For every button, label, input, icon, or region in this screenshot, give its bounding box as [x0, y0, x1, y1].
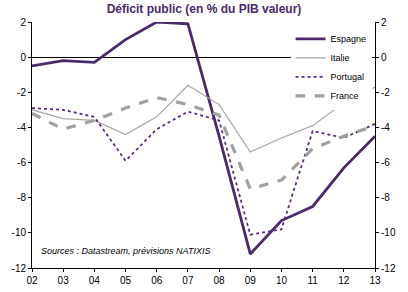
svg-text:08: 08: [214, 275, 226, 286]
svg-text:0: 0: [20, 52, 26, 63]
svg-text:2: 2: [381, 17, 387, 28]
svg-text:2: 2: [20, 17, 26, 28]
svg-text:Sources : Datastream, prévisio: Sources : Datastream, prévisions NATIXIS: [41, 246, 210, 256]
svg-text:-8: -8: [381, 192, 390, 203]
svg-text:Portugal: Portugal: [331, 72, 365, 82]
svg-text:-12: -12: [381, 263, 396, 274]
svg-text:13: 13: [369, 275, 381, 286]
svg-text:06: 06: [151, 275, 163, 286]
svg-text:0: 0: [381, 52, 387, 63]
svg-text:-10: -10: [381, 227, 396, 238]
svg-text:France: France: [331, 91, 359, 101]
svg-text:-2: -2: [17, 87, 26, 98]
svg-text:Espagne: Espagne: [331, 34, 367, 44]
svg-text:-6: -6: [17, 157, 26, 168]
svg-text:-6: -6: [381, 157, 390, 168]
svg-text:Déficit public (en % du PIB va: Déficit public (en % du PIB valeur): [107, 2, 302, 16]
svg-text:10: 10: [276, 275, 288, 286]
svg-text:12: 12: [338, 275, 350, 286]
svg-text:04: 04: [89, 275, 101, 286]
svg-text:-10: -10: [12, 227, 27, 238]
svg-text:03: 03: [58, 275, 70, 286]
svg-text:-8: -8: [17, 192, 26, 203]
svg-text:09: 09: [245, 275, 257, 286]
svg-text:-4: -4: [17, 122, 26, 133]
svg-text:02: 02: [26, 275, 38, 286]
svg-text:-2: -2: [381, 87, 390, 98]
svg-text:Italie: Italie: [331, 53, 350, 63]
svg-text:11: 11: [307, 275, 318, 286]
svg-text:-12: -12: [12, 263, 27, 274]
svg-text:-4: -4: [381, 122, 390, 133]
svg-text:05: 05: [120, 275, 132, 286]
svg-text:07: 07: [182, 275, 194, 286]
